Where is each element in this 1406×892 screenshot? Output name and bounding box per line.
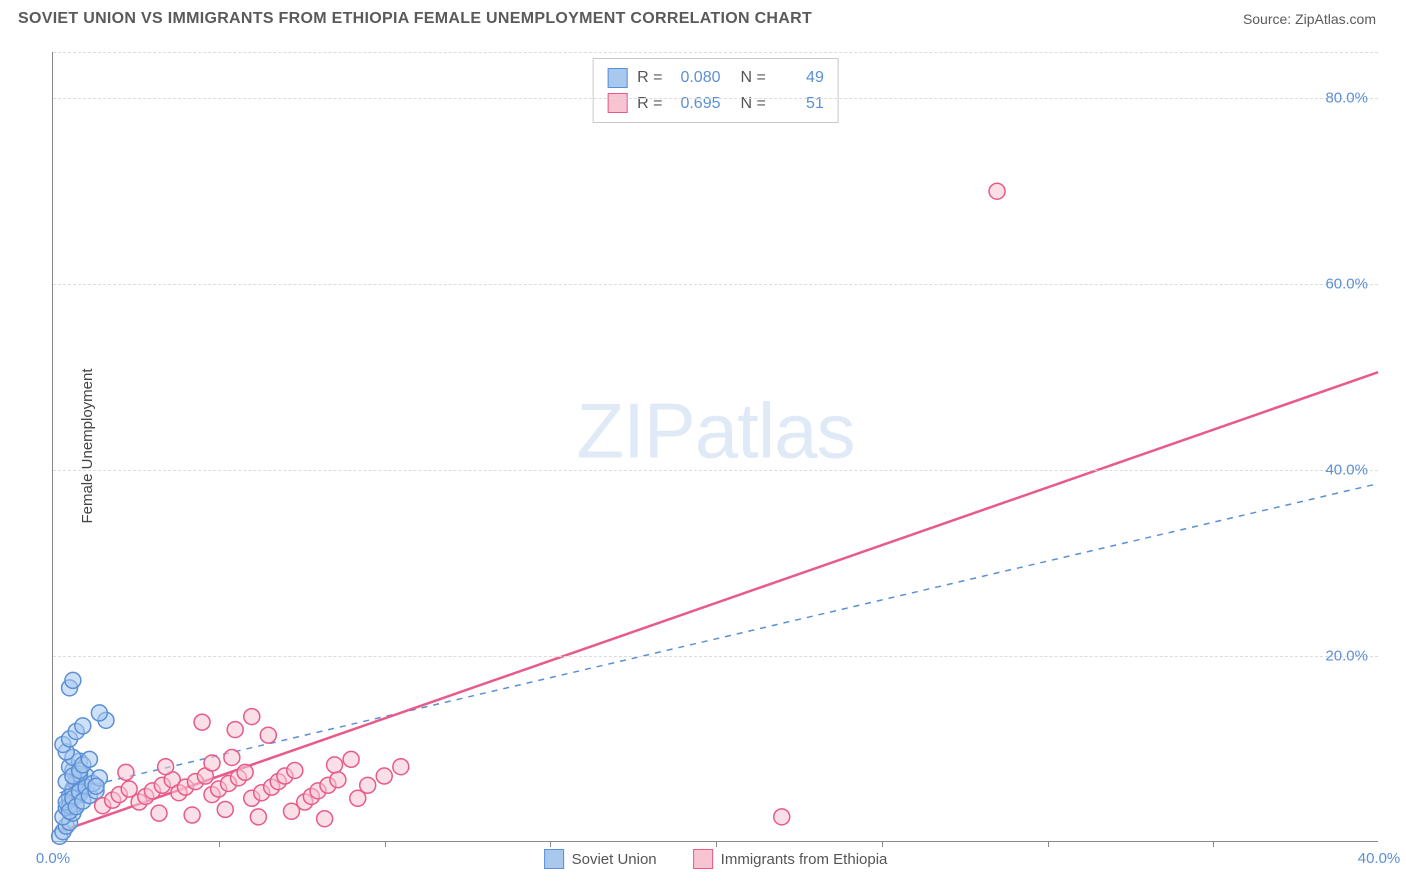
data-point	[250, 809, 266, 825]
data-point	[989, 183, 1005, 199]
legend-swatch	[693, 849, 713, 869]
legend-item: Soviet Union	[544, 849, 657, 869]
y-tick-label: 20.0%	[1325, 648, 1368, 665]
legend-label: Soviet Union	[572, 851, 657, 868]
data-point	[317, 811, 333, 827]
r-value: 0.080	[673, 65, 721, 91]
data-point	[118, 764, 134, 780]
x-tick-mark	[550, 841, 551, 847]
data-point	[376, 768, 392, 784]
data-point	[91, 705, 107, 721]
data-point	[75, 718, 91, 734]
data-point	[287, 762, 303, 778]
y-tick-label: 80.0%	[1325, 90, 1368, 107]
x-tick-mark	[385, 841, 386, 847]
legend-swatch	[544, 849, 564, 869]
x-tick-label: 0.0%	[36, 850, 70, 867]
data-point	[194, 714, 210, 730]
source-attribution: Source: ZipAtlas.com	[1243, 11, 1376, 27]
data-point	[184, 807, 200, 823]
x-tick-mark	[219, 841, 220, 847]
data-point	[343, 751, 359, 767]
x-tick-mark	[716, 841, 717, 847]
plot-area: ZIPatlas R =0.080N =49R =0.695N =51 Sovi…	[52, 52, 1378, 842]
n-value: 51	[776, 91, 824, 117]
data-point	[350, 790, 366, 806]
x-tick-mark	[882, 841, 883, 847]
data-point	[65, 672, 81, 688]
stats-box: R = 0.080 N = 49 R = 0.695 N = 51	[592, 58, 839, 123]
y-tick-label: 60.0%	[1325, 276, 1368, 293]
chart-title: SOVIET UNION VS IMMIGRANTS FROM ETHIOPIA…	[18, 10, 812, 28]
r-label: R =	[637, 91, 662, 117]
gridline	[53, 52, 1378, 53]
data-point	[260, 727, 276, 743]
data-point	[217, 801, 233, 817]
r-label: R =	[637, 65, 662, 91]
r-value: 0.695	[673, 91, 721, 117]
gridline	[53, 284, 1378, 285]
data-point	[244, 709, 260, 725]
bottom-legend: Soviet Union Immigrants from Ethiopia	[544, 849, 888, 869]
data-point	[81, 751, 97, 767]
scatter-svg	[53, 52, 1378, 841]
gridline	[53, 656, 1378, 657]
data-point	[774, 809, 790, 825]
data-point	[393, 759, 409, 775]
legend-swatch	[607, 93, 627, 113]
n-value: 49	[776, 65, 824, 91]
y-tick-label: 40.0%	[1325, 462, 1368, 479]
data-point	[330, 772, 346, 788]
data-point	[151, 805, 167, 821]
data-point	[227, 722, 243, 738]
gridline	[53, 98, 1378, 99]
x-tick-mark	[1048, 841, 1049, 847]
gridline	[53, 470, 1378, 471]
data-point	[284, 803, 300, 819]
n-label: N =	[741, 91, 766, 117]
data-point	[327, 757, 343, 773]
data-point	[158, 759, 174, 775]
stats-row: R = 0.695 N = 51	[607, 91, 824, 117]
legend-swatch	[607, 68, 627, 88]
legend-label: Immigrants from Ethiopia	[721, 851, 888, 868]
data-point	[224, 749, 240, 765]
stats-row: R = 0.080 N = 49	[607, 65, 824, 91]
trend-line	[60, 372, 1378, 831]
x-tick-label: 40.0%	[1358, 850, 1401, 867]
trend-line	[60, 484, 1378, 793]
data-point	[204, 755, 220, 771]
data-point	[88, 778, 104, 794]
x-tick-mark	[1213, 841, 1214, 847]
legend-item: Immigrants from Ethiopia	[693, 849, 888, 869]
n-label: N =	[741, 65, 766, 91]
data-point	[237, 764, 253, 780]
